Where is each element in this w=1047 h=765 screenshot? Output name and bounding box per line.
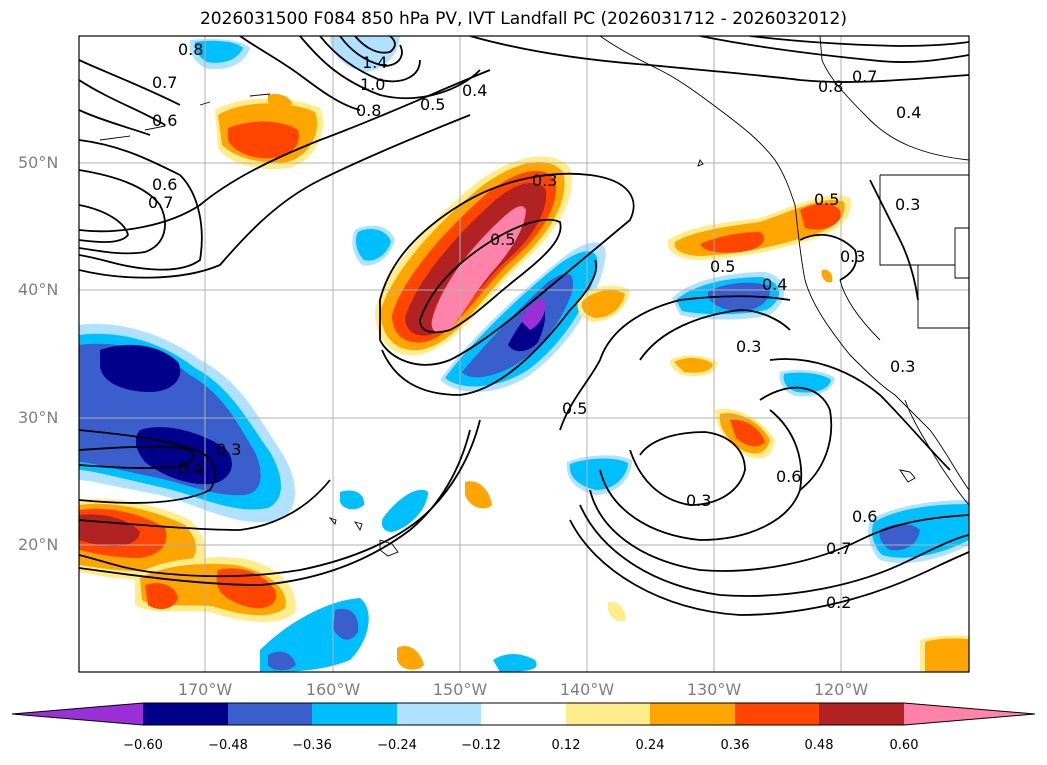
lat-label-50n: 50°N [18, 153, 59, 172]
contour-label: 0.3 [840, 247, 865, 266]
colorbar-tick: −0.60 [123, 738, 163, 753]
colorbar-segment [481, 703, 566, 725]
colorbar-segment [228, 703, 312, 725]
colorbar-extend-low [12, 703, 143, 725]
contour-label: 0.5 [420, 95, 445, 114]
lon-label-160w: 160°W [305, 680, 361, 699]
colorbar-extend-high [904, 703, 1035, 725]
contour-label: 0.6 [152, 111, 177, 130]
contour-label: 0.5 [814, 190, 839, 209]
contour-label: 0.6 [852, 507, 877, 526]
colorbar-tick: −0.24 [377, 738, 417, 753]
contour-label: 0.3 [895, 195, 920, 214]
coastlines [99, 36, 969, 557]
lat-label-30n: 30°N [18, 408, 59, 427]
contour-label: 0.5 [710, 257, 735, 276]
contour-label: 0.4 [462, 81, 487, 100]
contour-label: 0.8 [818, 77, 843, 96]
pv-shading [79, 36, 969, 672]
colorbar-tick: 0.60 [889, 738, 919, 753]
map-frame [78, 35, 970, 673]
ivt-contours [79, 36, 969, 616]
contour-label: 0.4 [762, 275, 787, 294]
contour-label: 0.4 [896, 103, 921, 122]
contour-label: 0.8 [356, 101, 381, 120]
colorbar-tick: −0.12 [461, 738, 501, 753]
contour-label: 0.3 [736, 337, 761, 356]
map-title: 2026031500 F084 850 hPa PV, IVT Landfall… [199, 9, 847, 29]
contour-label: 0.3 [890, 357, 915, 376]
lon-label-150w: 150°W [432, 680, 488, 699]
contour-label: 0.7 [826, 539, 851, 558]
lon-label-130w: 130°W [686, 680, 742, 699]
contour-label: 1.0 [360, 75, 385, 94]
colorbar-segment [397, 703, 481, 725]
colorbar [11, 702, 1036, 726]
lat-label-20n: 20°N [18, 535, 59, 554]
colorbar-tick: −0.48 [208, 738, 248, 753]
colorbar-segment [312, 703, 397, 725]
contour-label: 0.4 [178, 459, 203, 478]
lon-label-140w: 140°W [559, 680, 615, 699]
contour-label: 0.7 [148, 193, 173, 212]
contour-label: 0.2 [826, 593, 851, 612]
contour-label: 0.3 [686, 491, 711, 510]
colorbar-tick: 0.48 [804, 738, 834, 753]
lon-label-120w: 120°W [813, 680, 869, 699]
contour-label: 0.6 [152, 175, 177, 194]
lon-label-170w: 170°W [177, 680, 233, 699]
colorbar-segment [650, 703, 735, 725]
contour-label: 0.5 [490, 230, 515, 249]
contour-label: 0.7 [152, 73, 177, 92]
colorbar-tick: 0.12 [551, 738, 581, 753]
contour-label: 0.6 [776, 467, 801, 486]
colorbar-segment [143, 703, 228, 725]
colorbar-segment [566, 703, 650, 725]
colorbar-tick: 0.36 [720, 738, 750, 753]
contour-label: 1.4 [362, 53, 387, 72]
contour-label: 0.5 [562, 399, 587, 418]
contour-label: 0.7 [852, 67, 877, 86]
contour-label: 0.8 [178, 40, 203, 59]
lat-label-40n: 40°N [18, 280, 59, 299]
contour-label: 0.3 [216, 440, 241, 459]
colorbar-tick: 0.24 [635, 738, 665, 753]
contour-label: 0.3 [532, 171, 557, 190]
colorbar-tick: −0.36 [292, 738, 332, 753]
contour-labels: 0.8 0.7 0.6 0.6 0.7 0.8 1.0 1.4 0.5 0.4 … [148, 40, 921, 612]
colorbar-segment [819, 703, 904, 725]
colorbar-segment [735, 703, 819, 725]
